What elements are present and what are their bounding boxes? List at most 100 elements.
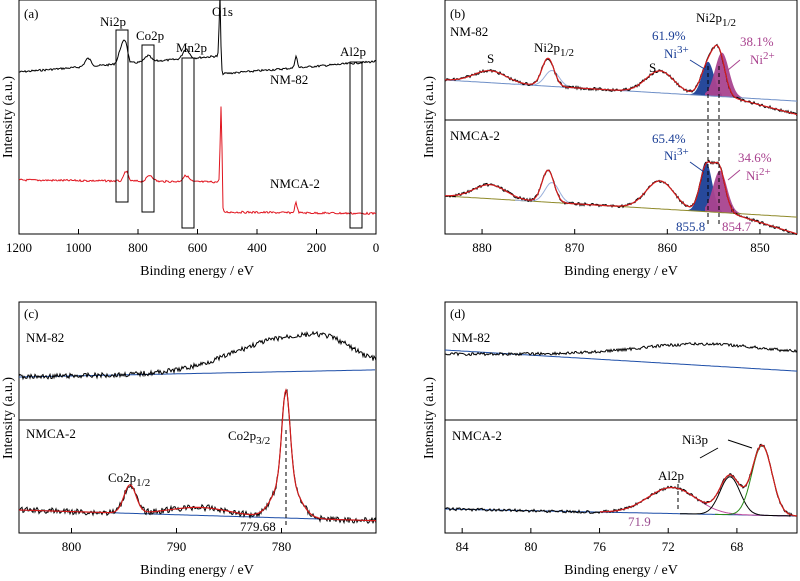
panel-a-box-al2p xyxy=(349,61,363,229)
x-tick-label: 600 xyxy=(188,240,208,255)
panel-b-top-ni3-label: Ni3+ xyxy=(664,44,689,61)
panel-d-top-sample: NM-82 xyxy=(452,330,490,345)
panel-c: (c) 800 790 780 Binding energy / eV Intens… xyxy=(1,301,377,578)
panel-c-top-data xyxy=(18,330,377,381)
panel-a-box-mn2p xyxy=(181,57,195,229)
panel-b-frame xyxy=(444,0,798,235)
panel-b-top-ni2p12-label: Ni2p1/2 xyxy=(534,40,574,59)
panel-d-frame xyxy=(444,301,798,534)
panel-a-label-co2p: Co2p xyxy=(136,28,164,43)
x-tick-label: 800 xyxy=(128,240,148,255)
panel-a-legend-nm82: NM-82 xyxy=(270,72,308,87)
panel-b-top-ni3-percent: 61.9% xyxy=(652,28,686,43)
panel-d-bottom-sample: NMCA-2 xyxy=(452,428,502,443)
panel-b-top-data xyxy=(444,43,798,117)
panel-b-bottom-ni2-percent: 34.6% xyxy=(738,150,772,165)
panel-d-ylabel: Intensity (a.u.) xyxy=(422,377,437,459)
panel-a-xticks: 1200 1000 800 600 400 200 0 xyxy=(6,229,379,255)
panel-b-bottom-ni2-fill xyxy=(705,170,742,214)
panel-c-co2p32-label: Co2p3/2 xyxy=(228,428,270,447)
panel-a-label-al2p: Al2p xyxy=(340,44,366,59)
x-tick-label: 870 xyxy=(565,240,585,255)
panel-b: (b) 880 870 860 850 Binding energy / eV Int… xyxy=(422,0,798,279)
panel-b-bottom-ni2-label: Ni2+ xyxy=(746,166,771,183)
panel-c-frame xyxy=(18,301,377,534)
panel-d-ni3p-label: Ni3p xyxy=(682,432,708,447)
x-tick-label: 84 xyxy=(456,539,470,554)
panel-b-letter: (b) xyxy=(450,6,465,21)
x-tick-label: 880 xyxy=(472,240,492,255)
panel-d-bottom-ni3p-component-1 xyxy=(680,476,790,517)
panel-b-marker-label-854-7: 854.7 xyxy=(722,219,752,234)
panel-b-xticks: 880 870 860 850 xyxy=(472,229,770,255)
x-tick-label: 860 xyxy=(658,240,678,255)
panel-c-top-sample: NM-82 xyxy=(26,330,64,345)
panel-b-top-ni2-percent: 38.1% xyxy=(740,34,774,49)
x-tick-label: 1200 xyxy=(6,240,32,255)
panel-d-xticks: 84 80 76 72 68 xyxy=(456,528,743,554)
panel-d-xlabel: Binding energy / eV xyxy=(564,563,678,578)
panel-b-top-ni2p12-main-label: Ni2p1/2 xyxy=(696,10,736,29)
x-tick-label: 790 xyxy=(167,539,187,554)
panel-a-box-co2p xyxy=(141,44,155,213)
panel-c-marker-label: 779.68 xyxy=(240,519,276,534)
panel-a-label-mn2p: Mn2p xyxy=(176,40,207,55)
panel-b-top-ni2-label: Ni2+ xyxy=(750,50,775,67)
panel-b-top-ni3-arrow xyxy=(689,59,707,71)
x-tick-label: 72 xyxy=(662,539,675,554)
panel-c-bottom-fit xyxy=(19,388,376,522)
panel-c-letter: (c) xyxy=(24,306,38,321)
panel-d-al2p-label: Al2p xyxy=(658,468,684,483)
panel-c-ylabel: Intensity (a.u.) xyxy=(1,377,16,459)
x-tick-label: 1000 xyxy=(66,240,92,255)
panel-a-series-nmca2 xyxy=(18,106,377,216)
panel-a-frame xyxy=(18,0,377,235)
panel-b-xlabel: Binding energy / eV xyxy=(564,264,678,279)
panel-b-top-s-label-1: S xyxy=(487,51,494,66)
panel-a-series-nm82 xyxy=(19,0,377,76)
panel-a-label-ni2p: Ni2p xyxy=(100,14,126,29)
panel-c-co2p12-label: Co2p1/2 xyxy=(108,470,150,489)
panel-b-top-fit xyxy=(445,44,798,116)
panel-b-top-ni2-fill xyxy=(705,52,742,98)
panel-d-bottom-fit xyxy=(600,444,798,517)
x-tick-label: 200 xyxy=(307,240,327,255)
panel-c-xlabel: Binding energy / eV xyxy=(140,563,254,578)
panel-d-ni3p-arrow-1 xyxy=(699,447,719,459)
panel-a: (a) 1200 1000 800 600 400 200 0 Binding energy… xyxy=(1,0,379,279)
x-tick-label: 800 xyxy=(62,539,82,554)
x-tick-label: 400 xyxy=(247,240,267,255)
panel-b-top-ni2-arrow xyxy=(727,59,741,71)
panel-d-ni3p-arrow-2 xyxy=(727,439,753,449)
panel-c-bottom-data xyxy=(18,388,377,525)
panel-b-ylabel: Intensity (a.u.) xyxy=(422,76,437,158)
panel-b-bottom-fit xyxy=(445,161,798,235)
panel-d-bottom-al2p-component xyxy=(600,486,790,517)
panel-b-bottom-ni3-label: Ni3+ xyxy=(664,146,689,163)
panel-b-marker-label-855-8: 855.8 xyxy=(676,219,705,234)
panel-b-bottom-sample: NMCA-2 xyxy=(450,128,500,143)
panel-b-top-s-label-2: S xyxy=(649,60,656,75)
x-tick-label: 76 xyxy=(593,539,607,554)
panel-c-bottom-sample: NMCA-2 xyxy=(26,426,76,441)
panel-a-box-ni2p xyxy=(115,29,129,203)
panel-a-label-o1s: O1s xyxy=(212,4,233,19)
panel-a-legend-nmca2: NMCA-2 xyxy=(270,176,320,191)
panel-b-bottom-ni3-percent: 65.4% xyxy=(652,131,686,146)
panel-d-top-background xyxy=(444,349,798,372)
panel-d-bottom-data xyxy=(444,443,798,518)
panel-a-letter: (a) xyxy=(24,6,38,21)
panel-a-ylabel: Intensity (a.u.) xyxy=(1,76,16,158)
panel-d-top-data xyxy=(445,341,798,357)
panel-a-xlabel: Binding energy / eV xyxy=(140,264,254,279)
panel-c-xticks: 800 790 780 xyxy=(62,528,292,554)
panel-c-top-background xyxy=(19,369,375,378)
x-tick-label: 0 xyxy=(373,240,380,255)
x-tick-label: 80 xyxy=(524,539,537,554)
x-tick-label: 780 xyxy=(272,539,292,554)
panel-d: (d) 84 80 76 72 68 Binding energy / eV Inten… xyxy=(422,301,798,578)
panel-b-bottom-ni2-arrow xyxy=(727,169,741,181)
panel-b-top-sample: NM-82 xyxy=(450,24,488,39)
panel-d-letter: (d) xyxy=(450,306,465,321)
